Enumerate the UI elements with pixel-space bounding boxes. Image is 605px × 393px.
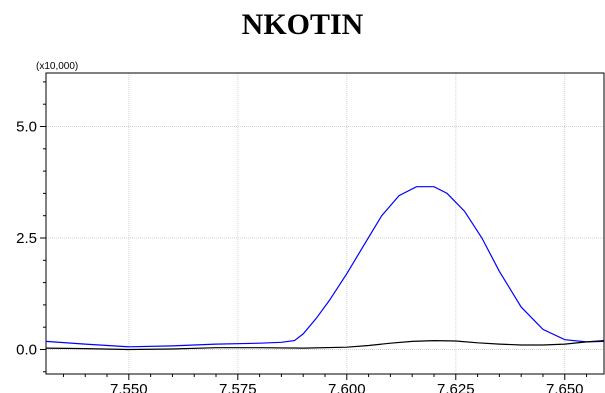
x-tick-label: 7.575 xyxy=(219,381,257,393)
x-tick-label: 7.550 xyxy=(110,381,148,393)
axes-layer xyxy=(40,72,605,380)
x-tick-label: 7.625 xyxy=(437,381,475,393)
chart-title: NKOTIN xyxy=(241,8,364,41)
plot-frame xyxy=(45,72,605,375)
y-multiplier-label: (x10,000) xyxy=(36,61,78,72)
series-line-1 xyxy=(45,186,605,348)
grid-layer xyxy=(46,73,604,374)
x-tick-label: 7.650 xyxy=(546,381,584,393)
series-line-2 xyxy=(45,339,605,351)
labels-layer: 7.550 7.575 7.600 7.625 7.650 0.0 2.5 5.0 (x10,0… xyxy=(16,61,583,393)
y-tick-label: 0.0 xyxy=(16,341,37,358)
y-tick-label: 5.0 xyxy=(16,119,37,136)
series-layer xyxy=(45,186,605,351)
x-tick-label: 7.600 xyxy=(328,381,366,393)
y-tick-label: 2.5 xyxy=(16,230,37,247)
